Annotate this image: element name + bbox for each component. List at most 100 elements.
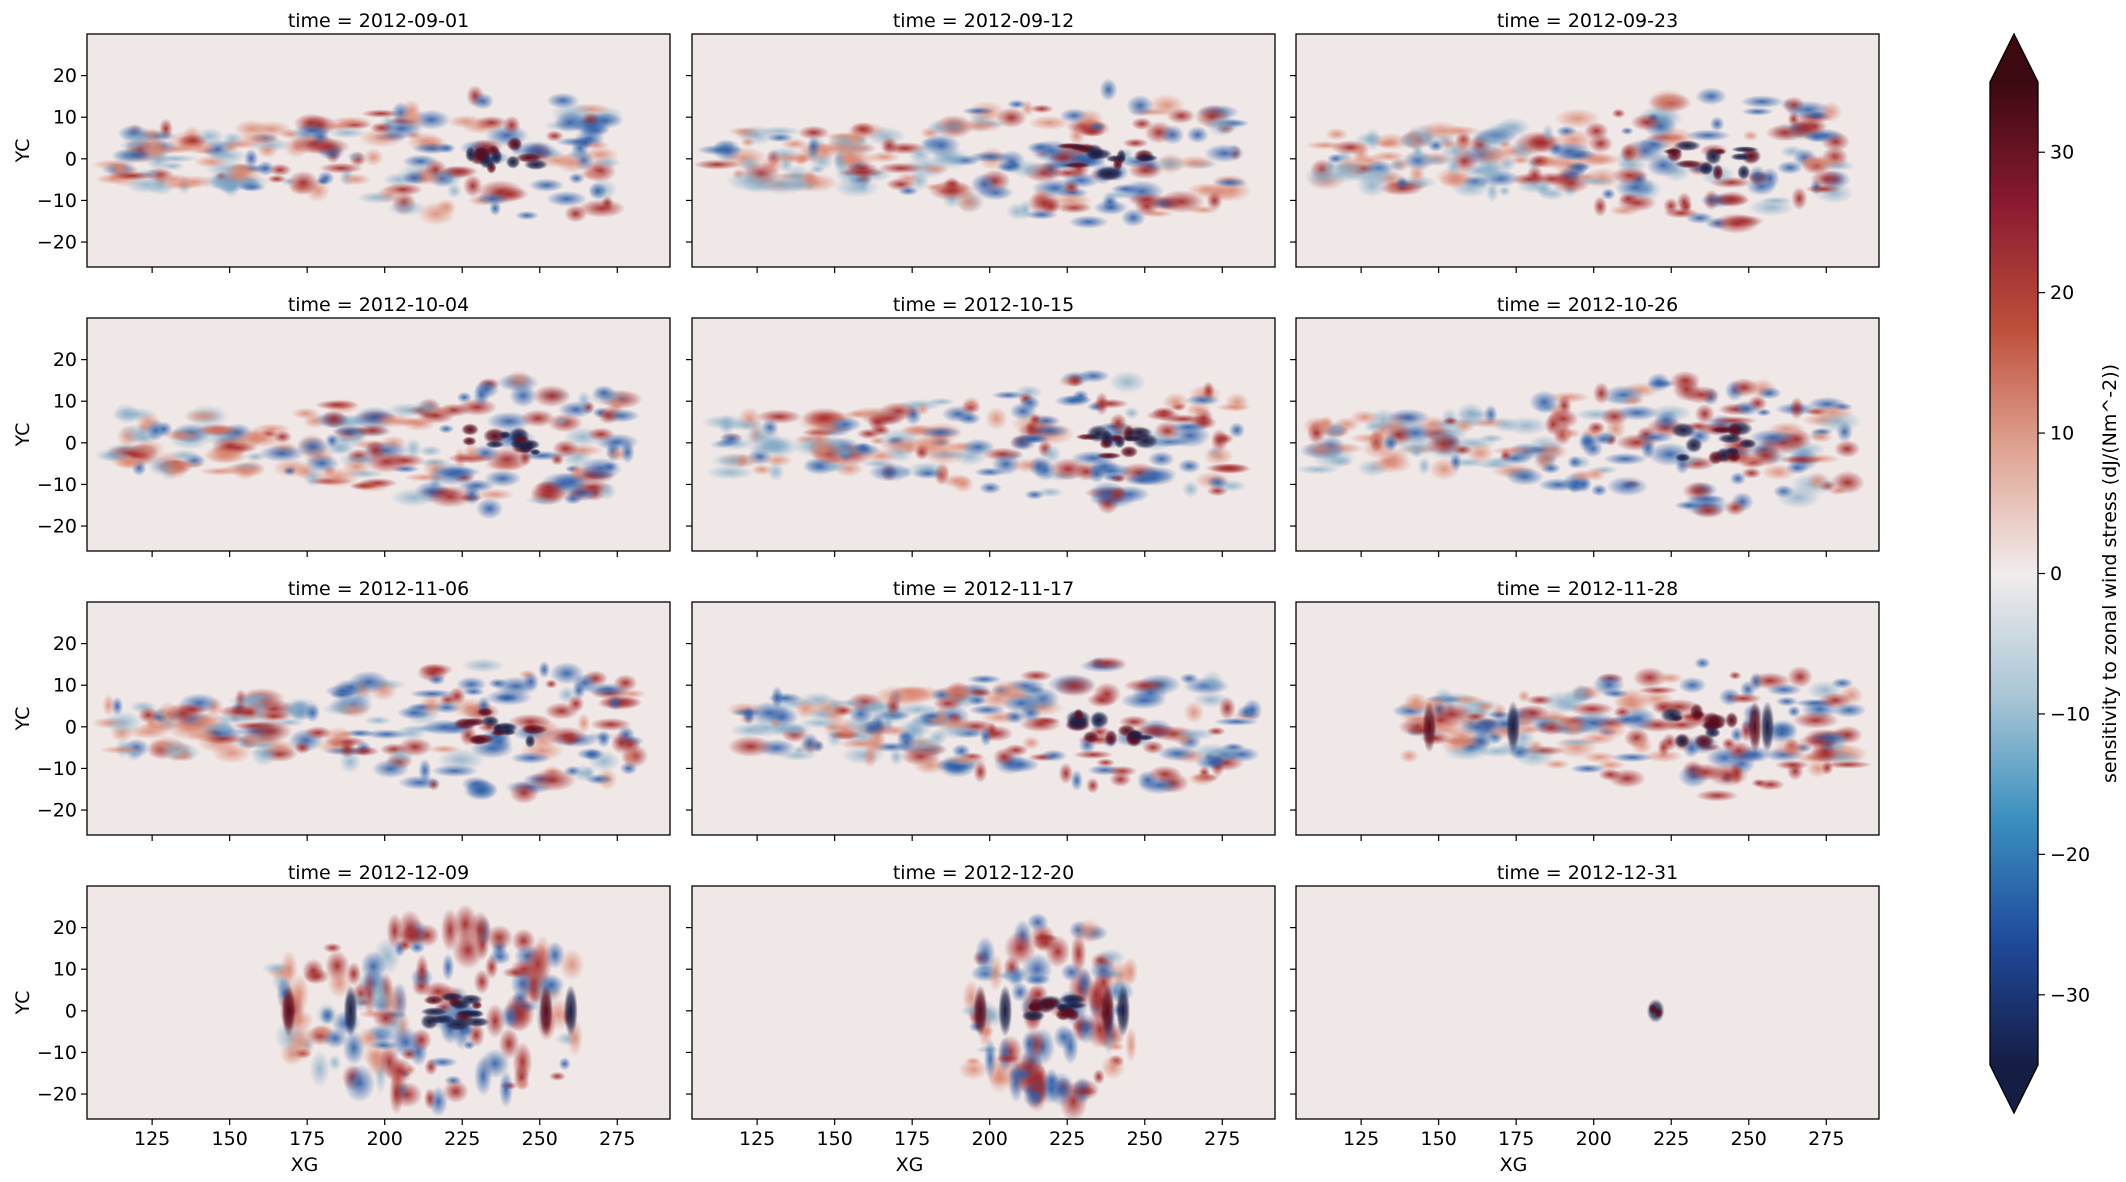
y-axis-label: YC bbox=[12, 991, 34, 1016]
panel-title: time = 2012-11-06 bbox=[288, 578, 469, 600]
x-tick-label: 250 bbox=[1127, 1128, 1163, 1150]
x-tick-label: 200 bbox=[1576, 1128, 1612, 1150]
panel-title: time = 2012-11-28 bbox=[1497, 578, 1678, 600]
panel-6: time = 2012-10-26 bbox=[1290, 294, 1880, 557]
panel-frame bbox=[86, 601, 671, 836]
panel-title: time = 2012-12-09 bbox=[288, 862, 469, 884]
colorbar-tick-label: 10 bbox=[2050, 423, 2074, 445]
y-tick-label: −20 bbox=[37, 516, 77, 538]
colorbar-tick-label: 20 bbox=[2050, 282, 2074, 304]
x-tick-label: 225 bbox=[1653, 1128, 1689, 1150]
colorbar-tick-label: −30 bbox=[2050, 984, 2090, 1006]
x-tick-label: 125 bbox=[1343, 1128, 1379, 1150]
x-tick-label: 200 bbox=[367, 1128, 403, 1150]
panel-frame bbox=[1295, 885, 1880, 1120]
panel-frame bbox=[86, 33, 671, 268]
y-tick-label: 0 bbox=[65, 148, 77, 170]
panel-8: time = 2012-11-17 bbox=[686, 578, 1276, 841]
heatmap-field bbox=[1646, 998, 1665, 1023]
panel-2: time = 2012-09-12 bbox=[686, 10, 1276, 273]
heatmap-field bbox=[1303, 87, 1856, 234]
x-tick-label: 175 bbox=[894, 1128, 930, 1150]
heatmap-field bbox=[1296, 370, 1865, 519]
y-tick-label: 10 bbox=[53, 959, 77, 981]
panel-3: time = 2012-09-23 bbox=[1290, 10, 1880, 273]
panel-frame bbox=[691, 601, 1276, 836]
y-tick-label: 0 bbox=[65, 1000, 77, 1022]
heatmap-field bbox=[91, 85, 626, 226]
y-tick-label: 20 bbox=[53, 917, 77, 939]
panel-12: time = 2012-12-31 125 150 175 200 225 250 275 XG bbox=[1290, 862, 1880, 1176]
heatmap-field bbox=[725, 656, 1263, 795]
colorbar-gradient bbox=[1990, 82, 2038, 1065]
panel-11: time = 2012-12-20 125 150 175 200 225 250 275 XG bbox=[686, 862, 1276, 1176]
x-tick-label: 225 bbox=[444, 1128, 480, 1150]
x-tick-label: 150 bbox=[1421, 1128, 1457, 1150]
y-tick-label: −20 bbox=[37, 800, 77, 822]
x-tick-label: 125 bbox=[134, 1128, 170, 1150]
panel-title: time = 2012-10-26 bbox=[1497, 294, 1678, 316]
panel-title: time = 2012-12-31 bbox=[1497, 862, 1678, 884]
heatmap-field bbox=[701, 369, 1252, 515]
x-tick-label: 150 bbox=[212, 1128, 248, 1150]
panel-frame bbox=[86, 885, 671, 1120]
panel-title: time = 2012-11-17 bbox=[893, 578, 1074, 600]
x-tick-label: 125 bbox=[739, 1128, 775, 1150]
heatmap-field bbox=[1391, 657, 1872, 802]
panel-frame bbox=[1295, 33, 1880, 268]
y-tick-label: 20 bbox=[53, 633, 77, 655]
colorbar-tick-label: −10 bbox=[2050, 703, 2090, 725]
heatmap-field bbox=[958, 912, 1139, 1119]
panel-frame bbox=[691, 317, 1276, 552]
y-tick-label: 0 bbox=[65, 432, 77, 454]
panel-title: time = 2012-09-12 bbox=[893, 10, 1074, 32]
colorbar-extend-min bbox=[1990, 1065, 2038, 1113]
panel-title: time = 2012-10-04 bbox=[288, 294, 469, 316]
y-axis-label: YC bbox=[12, 707, 34, 732]
panel-title: time = 2012-09-23 bbox=[1497, 10, 1678, 32]
colorbar-tick-label: −20 bbox=[2050, 844, 2090, 866]
x-tick-label: 200 bbox=[972, 1128, 1008, 1150]
panel-title: time = 2012-09-01 bbox=[288, 10, 469, 32]
heatmap-field bbox=[693, 78, 1252, 229]
x-axis-label: XG bbox=[1500, 1154, 1528, 1176]
colorbar-extend-max bbox=[1990, 34, 2038, 82]
panel-frame bbox=[86, 317, 671, 552]
y-tick-label: 10 bbox=[53, 391, 77, 413]
x-tick-label: 275 bbox=[1808, 1128, 1844, 1150]
colorbar-label: sensitivity to zonal wind stress (dJ/(Nm… bbox=[2099, 364, 2121, 783]
x-tick-label: 175 bbox=[289, 1128, 325, 1150]
x-tick-label: 150 bbox=[817, 1128, 853, 1150]
y-tick-label: −20 bbox=[37, 232, 77, 254]
panel-4: time = 2012-10-04 20 10 0 −10 −20 YC bbox=[12, 294, 671, 557]
panel-7: time = 2012-11-06 20 10 0 −10 −20 YC bbox=[12, 578, 671, 841]
x-tick-label: 175 bbox=[1498, 1128, 1534, 1150]
panel-title: time = 2012-12-20 bbox=[893, 862, 1074, 884]
y-tick-label: 10 bbox=[53, 675, 77, 697]
heatmap-field bbox=[91, 658, 649, 805]
panel-1: time = 2012-09-01 20 10 0 −10 −20 YC bbox=[12, 10, 671, 273]
panel-frame bbox=[691, 33, 1276, 268]
colorbar-outline bbox=[1989, 32, 2039, 1115]
x-axis-label: XG bbox=[291, 1154, 319, 1176]
y-tick-label: 10 bbox=[53, 107, 77, 129]
panel-frame bbox=[691, 885, 1276, 1120]
x-axis-label: XG bbox=[896, 1154, 924, 1176]
panel-9: time = 2012-11-28 bbox=[1290, 578, 1880, 841]
heatmap-field bbox=[94, 370, 643, 520]
y-axis-label: YC bbox=[12, 139, 34, 164]
colorbar-tick-label: 0 bbox=[2050, 563, 2062, 585]
y-tick-label: 0 bbox=[65, 716, 77, 738]
heatmap-field bbox=[261, 904, 585, 1117]
x-tick-label: 250 bbox=[522, 1128, 558, 1150]
y-tick-label: −20 bbox=[37, 1084, 77, 1106]
y-tick-label: 20 bbox=[53, 65, 77, 87]
x-tick-label: 275 bbox=[599, 1128, 635, 1150]
y-tick-label: −10 bbox=[37, 758, 77, 780]
y-tick-label: −10 bbox=[37, 1042, 77, 1064]
panel-background bbox=[1296, 886, 1879, 1119]
y-tick-label: −10 bbox=[37, 474, 77, 496]
panel-frame bbox=[1295, 601, 1880, 836]
